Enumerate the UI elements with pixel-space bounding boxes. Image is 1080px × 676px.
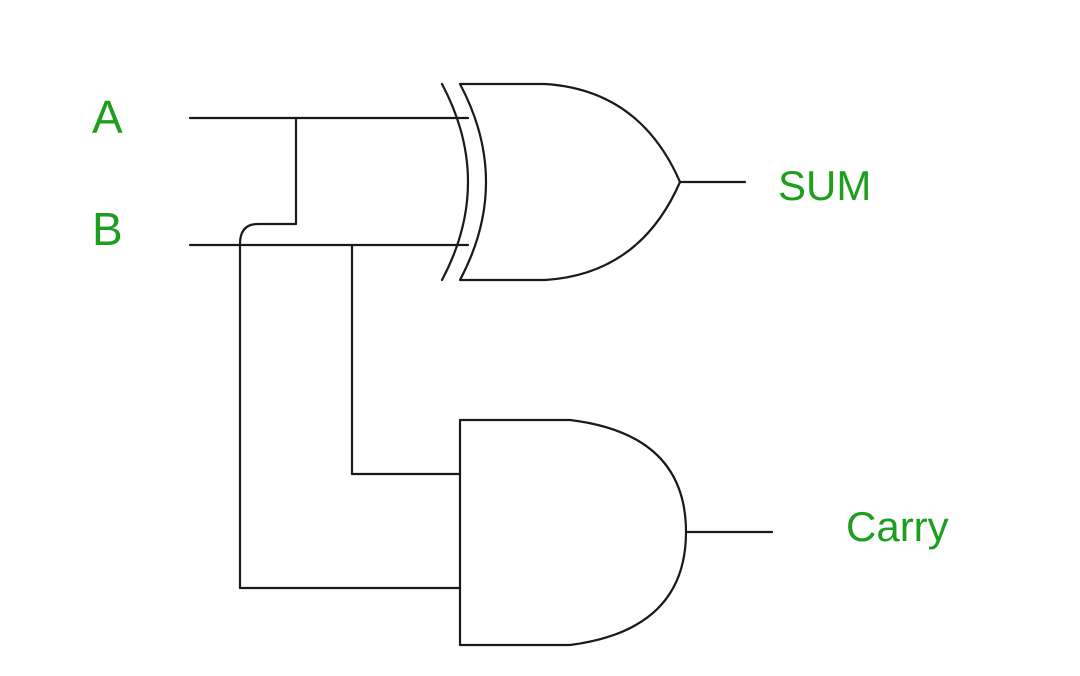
sum-output-label: SUM [778,162,871,209]
input-a-label: A [92,91,123,143]
wire-a-to-and-gate [238,116,462,590]
input-b-label: B [92,203,123,255]
and-gate [458,418,688,647]
xor-gate [440,82,682,282]
xor-gate-body [458,82,682,282]
xor-gate-input-arc [440,82,469,282]
carry-output-label: Carry [846,503,949,550]
wire-b-to-and-gate [350,243,462,476]
